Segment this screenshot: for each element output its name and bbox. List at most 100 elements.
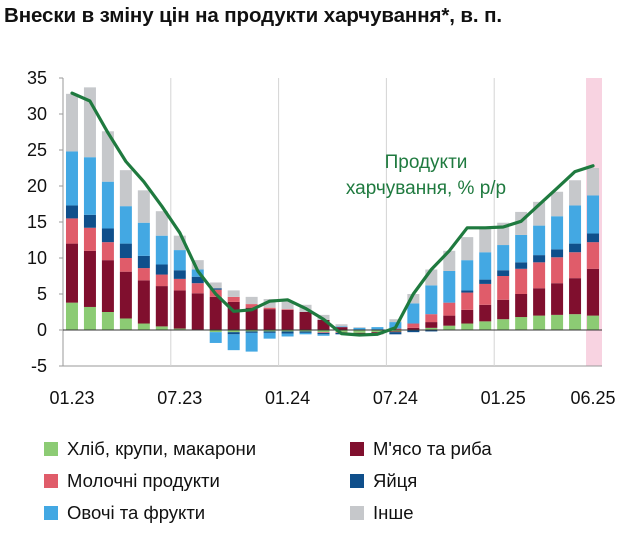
- bar-segment: [479, 304, 492, 322]
- bar-segment: [227, 332, 240, 335]
- bar-segment: [137, 280, 150, 324]
- bar-segment: [263, 309, 276, 330]
- legend-item: Яйця: [350, 470, 417, 492]
- bar-segment: [443, 270, 456, 303]
- bar-segment: [569, 252, 582, 279]
- bar-segment: [425, 285, 438, 315]
- bar-segment: [335, 324, 348, 327]
- bar-segment: [497, 245, 510, 271]
- bar-segment: [317, 332, 330, 335]
- bar-segment: [245, 330, 258, 332]
- bar-segment: [317, 334, 330, 336]
- bar-segment: [191, 260, 204, 270]
- bar-segment: [533, 255, 546, 263]
- bar-segment: [389, 319, 402, 323]
- bar-segment: [497, 299, 510, 320]
- legend-label: Хліб, крупи, макарони: [67, 438, 257, 459]
- bar-segment: [83, 214, 96, 228]
- bar-segment: [407, 323, 420, 328]
- bar-segment: [569, 314, 582, 330]
- bar-segment: [407, 327, 420, 330]
- y-tick-label: 0: [37, 320, 47, 340]
- line-annotation-2: харчування, % р/р: [346, 178, 506, 199]
- bar-segment: [533, 315, 546, 330]
- bar-segment: [335, 330, 348, 333]
- bar-segment: [335, 327, 348, 330]
- bar-segment: [407, 294, 420, 304]
- x-tick-label: 01.23: [49, 388, 94, 408]
- bar-segment: [227, 290, 240, 297]
- bar-segment: [587, 195, 600, 234]
- bar-segment: [515, 262, 528, 269]
- chart-title: Внески в зміну цін на продукти харчуванн…: [4, 4, 502, 27]
- legend-item: Хліб, крупи, макарони: [44, 438, 256, 460]
- food-inflation-line: [70, 91, 595, 337]
- bar-segment: [65, 205, 78, 219]
- bar-segment: [479, 228, 492, 253]
- bar-segment: [353, 327, 366, 328]
- bar-segment: [587, 315, 600, 330]
- bar-segment: [443, 315, 456, 326]
- legend-item: Овочі та фрукти: [44, 502, 205, 524]
- y-tick-label: 5: [37, 284, 47, 304]
- x-tick-label: 06.25: [570, 388, 615, 408]
- bar-segment: [299, 330, 312, 332]
- bar-segment: [245, 331, 258, 333]
- bar-segment: [263, 307, 276, 310]
- bar-segment: [263, 332, 276, 339]
- bar-segment: [587, 168, 600, 196]
- bar-segment: [83, 306, 96, 330]
- bar-segment: [137, 323, 150, 330]
- bar-segment: [65, 93, 78, 152]
- bar-segment: [155, 326, 168, 330]
- bar-segment: [119, 271, 132, 319]
- bar-segment: [479, 321, 492, 330]
- bar-segment: [65, 243, 78, 303]
- bar-segment: [65, 302, 78, 330]
- bar-segment: [281, 331, 294, 334]
- bar-segment: [101, 242, 114, 261]
- legend: Хліб, крупи, макарони М'ясо та риба Молочн…: [44, 438, 632, 534]
- bar-segment: [155, 211, 168, 236]
- bar-segment: [587, 268, 600, 316]
- line-annotation-1: Продукти: [385, 152, 468, 173]
- bar-segment: [209, 288, 222, 290]
- bar-segment: [551, 257, 564, 284]
- bar-segment: [461, 323, 474, 330]
- bar-segment: [389, 330, 402, 332]
- bar-segment: [191, 293, 204, 330]
- bar-segment: [281, 301, 294, 310]
- bar-segment: [497, 276, 510, 300]
- bar-segment: [515, 317, 528, 330]
- legend-swatch: [44, 506, 58, 520]
- bar-segment: [119, 258, 132, 272]
- bar-segment: [515, 268, 528, 294]
- legend-swatch: [350, 506, 364, 520]
- bar-segment: [515, 234, 528, 263]
- bar-segment: [335, 326, 348, 328]
- bar-segment: [101, 312, 114, 330]
- bar-segment: [101, 260, 114, 312]
- bar-segment: [461, 292, 474, 310]
- bar-segment: [191, 283, 204, 294]
- y-tick-label: 10: [27, 248, 47, 268]
- bar-segment: [299, 332, 312, 335]
- bar-segment: [371, 330, 384, 333]
- bar-segment: [551, 191, 564, 217]
- y-tick-label: 30: [27, 104, 47, 124]
- y-tick-label: -5: [31, 356, 47, 376]
- bar-segment: [281, 309, 294, 330]
- bar-segment: [551, 216, 564, 250]
- bar-segment: [101, 131, 114, 182]
- legend-item: М'ясо та риба: [350, 438, 492, 460]
- bar-segment: [461, 309, 474, 324]
- x-tick-label: 01.25: [481, 388, 526, 408]
- bar-segment: [353, 327, 366, 330]
- bar-segment: [83, 250, 96, 307]
- bar-segment: [479, 283, 492, 305]
- bar-segment: [461, 260, 474, 291]
- bar-segment: [389, 331, 402, 333]
- bar-segment: [515, 294, 528, 318]
- bar-segment: [137, 190, 150, 223]
- legend-swatch: [44, 442, 58, 456]
